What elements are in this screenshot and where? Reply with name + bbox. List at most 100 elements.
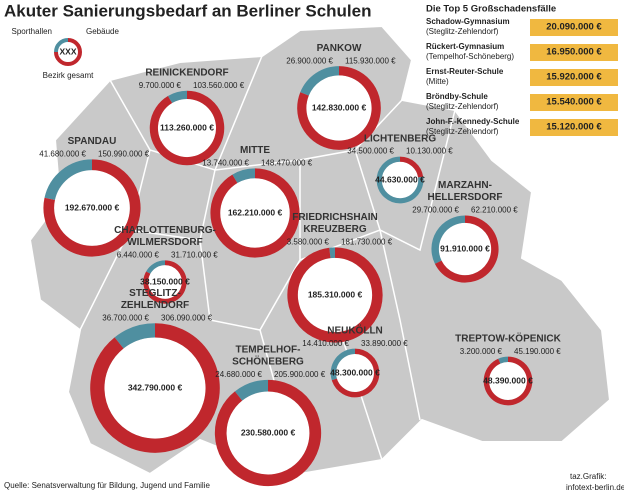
gebaeude-segment (287, 247, 383, 343)
gebaeude-label: 205.900.000 € (274, 370, 326, 379)
sporthallen-segment (498, 356, 509, 364)
donut-center (58, 42, 78, 62)
gebaeude-segment (331, 348, 380, 398)
sporthallen-label: 36.700.000 € (102, 313, 149, 322)
sporthallen-label: 9.700.000 € (139, 81, 182, 90)
sporthallen-segment (300, 66, 340, 96)
amount: 15.540.000 € (546, 97, 602, 108)
amount-box (530, 19, 618, 36)
school-district: (Steglitz-Zehlendorf) (426, 102, 499, 111)
donut-center (104, 337, 206, 439)
sporthallen-label: 14.410.000 € (302, 339, 349, 348)
gebaeude-label: 115.930.000 € (345, 56, 396, 65)
gebaeude-segment (43, 159, 141, 257)
district-name: CHARLOTTENBURG- (114, 225, 216, 236)
district-total: 230.580.000 € (241, 427, 296, 437)
sporthallen-segment (232, 168, 256, 184)
gebaeude-label: 31.710.000 € (171, 250, 218, 259)
school-name: Bröndby-Schule (426, 92, 488, 101)
district-name: LICHTENBERG (364, 133, 436, 144)
school-name: Rückert-Gymnasium (426, 42, 504, 51)
title: Akuter Sanierungsbedarf an Berliner Schu… (4, 1, 371, 20)
gebaeude-segment (297, 66, 381, 150)
amount-box (530, 44, 618, 61)
district-name: MARZAHN- (438, 180, 492, 191)
district-name: TEMPELHOF- (236, 344, 301, 355)
gebaeude-label: 103.560.000 € (193, 81, 245, 90)
sporthallen-label: 26.900.000 € (286, 56, 333, 65)
sporthallen-label: 3.580.000 € (287, 237, 330, 246)
gebaeude-label: 62.210.000 € (471, 206, 518, 215)
gebaeude-segment (143, 260, 187, 304)
sporthallen-label: 34.500.000 € (347, 147, 394, 156)
sporthallen-segment (167, 90, 188, 104)
legend-sport: Sporthallen (12, 27, 52, 36)
district-name: SCHÖNEBERG (232, 354, 304, 367)
school-name: Schadow-Gymnasium (426, 17, 510, 26)
gebaeude-segment (399, 156, 424, 178)
gebaeude-segment (54, 38, 82, 66)
credit: taz.Grafik: (570, 472, 606, 481)
district-total: 113.260.000 € (160, 122, 214, 132)
amount: 15.120.000 € (546, 122, 602, 133)
gebaeude-segment (434, 215, 499, 283)
sporthallen-label: 29.700.000 € (412, 206, 459, 215)
district-total: 192.670.000 € (65, 202, 120, 212)
sporthallen-label: 6.440.000 € (117, 250, 160, 259)
gebaeude-segment (483, 356, 533, 406)
district-name: SPANDAU (68, 136, 117, 147)
district-name: NEUKÖLLN (327, 323, 383, 336)
legend-gebaeude: Gebäude (86, 27, 119, 36)
sporthallen-segment (234, 379, 269, 401)
credit: infotext-berlin.de (566, 483, 624, 492)
amount-box (530, 69, 618, 86)
district-name: REINICKENDORF (145, 67, 228, 78)
sporthallen-label: 13.740.000 € (202, 159, 249, 168)
sporthallen-segment (146, 260, 166, 274)
donut-center (336, 354, 374, 392)
district-total: 91.910.000 € (440, 243, 490, 253)
gebaeude-segment (90, 323, 220, 453)
school-district: (Steglitz-Zehlendorf) (426, 27, 499, 36)
gebaeude-label: 148.470.000 € (261, 159, 313, 168)
donut-center (54, 170, 130, 246)
gebaeude-label: 10.130.000 € (406, 147, 453, 156)
gebaeude-label: 150.990.000 € (98, 150, 150, 159)
sporthallen-label: 24.680.000 € (215, 370, 262, 379)
donut-center (220, 178, 290, 248)
sporthallen-segment (330, 348, 356, 381)
donut-center (148, 265, 182, 299)
school-district: (Tempelhof-Schöneberg) (426, 52, 514, 61)
district-name: WILMERSDORF (127, 237, 203, 248)
donut-center (438, 222, 492, 276)
district-total: 185.310.000 € (308, 289, 363, 299)
district-name: TREPTOW-KÖPENICK (455, 331, 562, 344)
school-district: (Mitte) (426, 77, 449, 86)
district-name: PANKOW (317, 43, 362, 54)
donut-center (297, 257, 373, 333)
district-name: ZEHLENDORF (121, 300, 189, 311)
sporthallen-segment (54, 38, 69, 53)
district-name: STEGLITZ- (129, 288, 181, 299)
sporthallen-segment (376, 156, 424, 204)
gebaeude-label: 181.730.000 € (341, 237, 393, 246)
gebaeude-segment (210, 168, 300, 258)
gebaeude-label: 306.090.000 € (161, 313, 213, 322)
amount: 20.090.000 € (546, 22, 602, 33)
donut-center (489, 362, 527, 400)
legend-total: Bezirk gesamt (43, 71, 94, 80)
amount: 15.920.000 € (546, 72, 602, 83)
school-name: John-F.-Kennedy-Schule (426, 117, 520, 126)
sporthallen-label: 3.200.000 € (460, 347, 503, 356)
amount-box (530, 94, 618, 111)
source: Quelle: Senatsverwaltung für Bildung, Ju… (4, 481, 210, 490)
donut-center (226, 391, 310, 475)
sporthallen-segment (431, 215, 466, 264)
district-name: MITTE (240, 145, 270, 156)
district-total: 162.210.000 € (228, 207, 283, 217)
district-name: FRIEDRICHSHAIN (292, 212, 378, 223)
donut-center (306, 75, 372, 141)
sporthallen-segment (44, 159, 93, 201)
gebaeude-segment (214, 379, 322, 487)
